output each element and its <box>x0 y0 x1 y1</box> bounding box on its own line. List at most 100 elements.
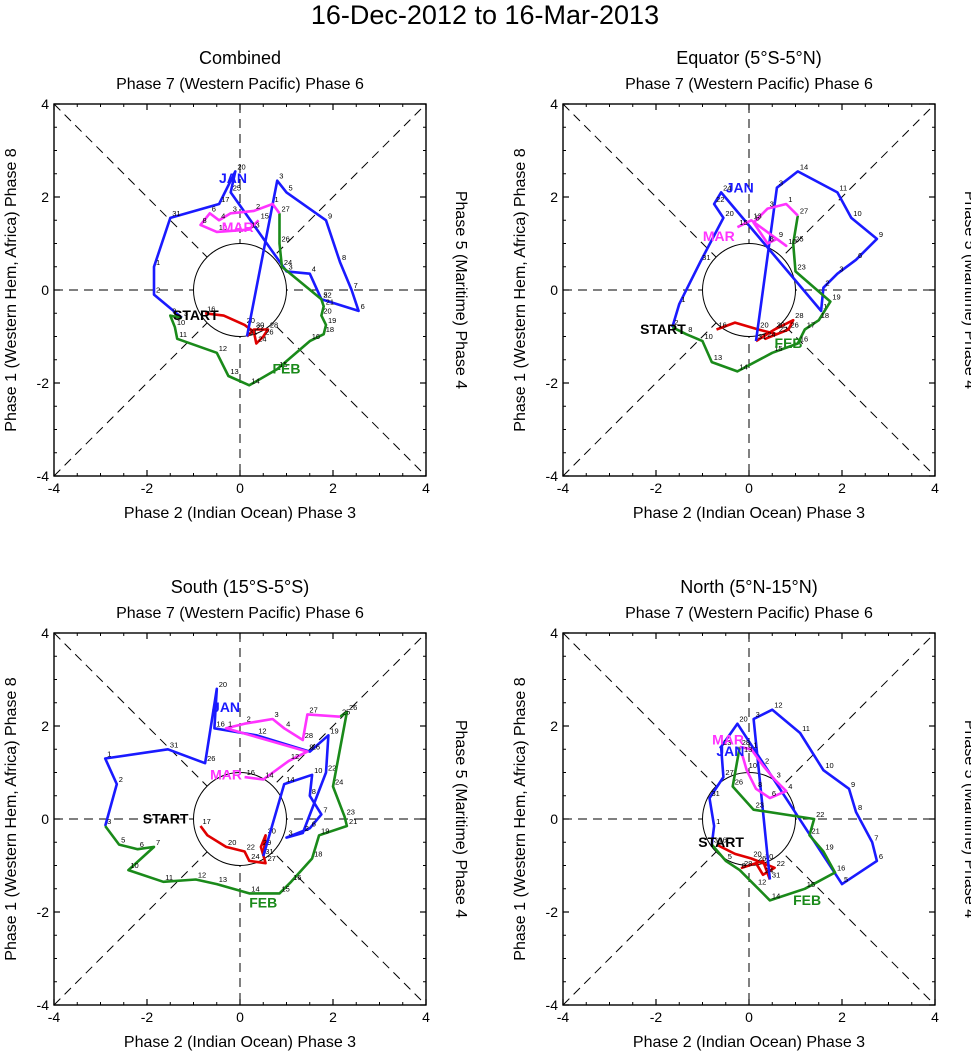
series-line-dec <box>715 843 776 880</box>
right-axis-label: Phase 5 (Maritime) Phase 4 <box>961 191 971 389</box>
month-label: START <box>698 834 744 850</box>
day-label: 31 <box>758 332 766 341</box>
day-label: 13 <box>753 211 761 220</box>
day-label: 20 <box>219 680 227 689</box>
y-tick-label: -2 <box>546 375 559 391</box>
day-label: 31 <box>265 847 273 856</box>
day-label: 1 <box>275 195 279 204</box>
day-label: 11 <box>839 183 847 192</box>
unit-circle <box>702 243 796 337</box>
day-label: 19 <box>825 843 833 852</box>
day-label: 3 <box>233 204 237 213</box>
day-label: 1 <box>823 302 827 311</box>
y-tick-label: 2 <box>41 718 49 734</box>
day-label: 3 <box>279 172 283 181</box>
day-label: 7 <box>874 833 878 842</box>
day-label: 10 <box>314 766 322 775</box>
x-tick-label: 4 <box>422 1009 430 1025</box>
x-tick-label: 2 <box>329 480 337 496</box>
top-axis-label: Phase 7 (Western Pacific) Phase 6 <box>116 76 364 93</box>
day-label: 25 <box>342 708 350 717</box>
day-label: 25 <box>795 235 803 244</box>
panel-title: Equator (5°S-5°N) <box>676 48 821 68</box>
day-label: 14 <box>251 884 259 893</box>
day-label: 16 <box>837 863 845 872</box>
panel-title: Combined <box>199 48 281 68</box>
day-label: 3 <box>275 710 279 719</box>
day-label: 4 <box>312 265 316 274</box>
month-label: START <box>640 321 686 337</box>
series-line-feb <box>710 746 837 902</box>
top-axis-label: Phase 7 (Western Pacific) Phase 6 <box>625 76 873 93</box>
day-label: 2 <box>825 279 829 288</box>
day-label: 27 <box>800 207 808 216</box>
series-line-jan <box>708 708 879 886</box>
day-label: 22 <box>816 810 824 819</box>
day-label: 28 <box>744 859 752 868</box>
day-label: 24 <box>251 852 259 861</box>
day-label: 24 <box>284 258 292 267</box>
day-label: 9 <box>309 743 313 752</box>
day-label: 24 <box>723 183 731 192</box>
day-label: 23 <box>723 738 731 747</box>
day-label: 8 <box>758 780 762 789</box>
day-label: 26 <box>758 854 766 863</box>
day-label: 1 <box>788 195 792 204</box>
month-label: MAR <box>712 732 744 748</box>
y-tick-label: -2 <box>37 375 50 391</box>
day-label: 10 <box>177 318 185 327</box>
y-tick-label: 4 <box>41 625 49 641</box>
month-label: MAR <box>222 219 254 235</box>
day-label: 5 <box>728 852 732 861</box>
day-label: 2 <box>119 775 123 784</box>
bottom-axis-label: Phase 2 (Indian Ocean) Phase 3 <box>633 505 865 522</box>
day-label: 2 <box>765 757 769 766</box>
right-axis-label: Phase 5 (Maritime) Phase 4 <box>452 191 469 389</box>
day-label: 13 <box>714 353 722 362</box>
day-label: 27 <box>309 705 317 714</box>
day-label: 31 <box>702 253 710 262</box>
series-line-mar <box>739 745 788 800</box>
x-tick-label: 0 <box>236 1009 244 1025</box>
day-label: 19 <box>330 726 338 735</box>
day-label: 23 <box>798 262 806 271</box>
day-label: 20 <box>725 209 733 218</box>
y-tick-label: -4 <box>37 468 50 484</box>
day-label: 5 <box>756 214 760 223</box>
day-label: 1 <box>228 719 232 728</box>
day-label: 24 <box>258 334 266 343</box>
day-label: 12 <box>758 877 766 886</box>
x-tick-label: 0 <box>745 480 753 496</box>
day-label: 22 <box>716 195 724 204</box>
day-label: 20 <box>753 850 761 859</box>
series-line-mar <box>199 202 281 234</box>
series-line-dec <box>716 318 795 343</box>
day-label: 5 <box>323 290 327 299</box>
day-label: 9 <box>328 211 332 220</box>
day-label: 26 <box>791 321 799 330</box>
day-label: 5 <box>121 836 125 845</box>
day-label: 20 <box>323 307 331 316</box>
y-tick-label: -4 <box>37 997 50 1013</box>
month-label: JAN <box>212 699 240 715</box>
day-label: 9 <box>779 230 783 239</box>
day-label: 6 <box>879 852 883 861</box>
x-tick-label: -2 <box>141 480 154 496</box>
figure-title: 16-Dec-2012 to 16-Mar-2013 <box>311 0 659 30</box>
y-tick-label: 0 <box>41 811 49 827</box>
day-label: 5 <box>844 875 848 884</box>
day-label: 2 <box>674 318 678 327</box>
day-label: 1 <box>681 295 685 304</box>
day-label: 5 <box>289 183 293 192</box>
series-line-mar <box>224 713 341 781</box>
day-label: 16 <box>216 719 224 728</box>
day-label: 24 <box>767 330 775 339</box>
day-label: 8 <box>742 861 746 870</box>
day-label: 11 <box>165 873 173 882</box>
day-label: 6 <box>772 789 776 798</box>
day-label: 18 <box>314 850 322 859</box>
x-tick-label: 4 <box>931 1009 939 1025</box>
unit-circle <box>193 243 287 337</box>
day-label: 20 <box>228 838 236 847</box>
